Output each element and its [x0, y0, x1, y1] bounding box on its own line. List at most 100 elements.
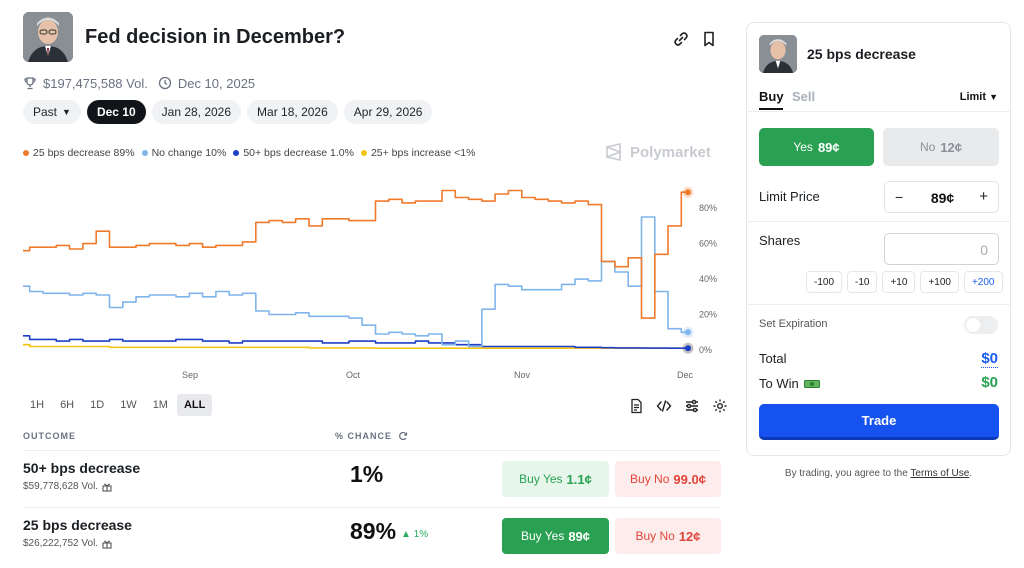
- expiration-toggle[interactable]: [964, 316, 998, 334]
- limit-price-value[interactable]: 89¢: [930, 190, 955, 206]
- buy-no-button[interactable]: Buy No 12¢: [615, 518, 721, 554]
- active-tab-underline: [759, 108, 783, 110]
- shares-label: Shares: [759, 233, 801, 248]
- divider: [747, 221, 1010, 222]
- shares-input[interactable]: 0: [884, 233, 999, 265]
- outcome-name: 25 bps decrease: [23, 517, 132, 533]
- decrement-button[interactable]: −: [895, 189, 904, 205]
- expiration-label: Set Expiration: [759, 318, 828, 330]
- x-tick-label: Dec: [677, 370, 694, 380]
- outcome-row[interactable]: 50+ bps decrease $59,778,628 Vol. 1% Buy…: [23, 452, 721, 506]
- range-1d[interactable]: 1D: [90, 399, 105, 411]
- chip-minus-10[interactable]: -10: [847, 271, 878, 293]
- price-chart: 80% 60% 40% 20% 0% Sep Oct Nov Dec: [23, 186, 717, 380]
- tab-buy[interactable]: Buy: [759, 89, 784, 104]
- embed-code-icon[interactable]: [656, 398, 672, 414]
- chevron-down-icon: ▼: [62, 107, 71, 117]
- increment-button[interactable]: +: [979, 188, 988, 205]
- polymarket-logo-icon: [606, 143, 623, 161]
- range-all[interactable]: ALL: [176, 394, 213, 416]
- chip-plus-200[interactable]: +200: [963, 271, 1003, 293]
- divider: [747, 111, 1010, 112]
- tab-dec-10[interactable]: Dec 10: [86, 100, 146, 124]
- clock-icon: [158, 76, 171, 90]
- outcome-avatar: [759, 35, 797, 73]
- legend-item: 25+ bps increase <1%: [360, 147, 475, 159]
- yes-outcome-button[interactable]: Yes 89¢: [759, 128, 874, 166]
- limit-price-stepper: − 89¢ +: [884, 181, 999, 213]
- chart-legend: 25 bps decrease 89% No change 10% 50+ bp…: [23, 147, 482, 159]
- legend-item: 50+ bps decrease 1.0%: [233, 147, 354, 159]
- range-6h[interactable]: 6H: [60, 399, 75, 411]
- x-tick-label: Oct: [346, 370, 361, 380]
- series-line: [23, 216, 688, 348]
- divider: [23, 507, 721, 508]
- volume-info: $197,475,588 Vol.: [23, 76, 148, 91]
- chip-plus-10[interactable]: +10: [882, 271, 916, 293]
- outcome-chance: 89%: [350, 518, 397, 544]
- divider: [23, 450, 721, 451]
- series-line: [23, 335, 688, 349]
- to-win-label: To Win: [759, 376, 820, 391]
- buy-yes-button[interactable]: Buy Yes 1.1¢: [502, 461, 609, 497]
- no-outcome-button[interactable]: No 12¢: [883, 128, 999, 166]
- outcome-volume: $59,778,628 Vol.: [23, 481, 112, 492]
- chance-change: ▲ 1%: [401, 529, 429, 540]
- bookmark-icon[interactable]: [700, 30, 718, 48]
- range-1h[interactable]: 1H: [30, 399, 45, 411]
- chance-column-header: % CHANCE: [335, 431, 408, 441]
- time-range-selector: 1H 6H 1D 1W 1M ALL: [23, 394, 214, 416]
- chip-minus-100[interactable]: -100: [806, 271, 843, 293]
- market-volume: $197,475,588 Vol.: [43, 75, 148, 91]
- gift-icon: [102, 540, 112, 549]
- chevron-down-icon: ▼: [989, 92, 998, 102]
- outcome-row[interactable]: 25 bps decrease $26,222,752 Vol. 89% ▲ 1…: [23, 509, 721, 563]
- y-tick-label: 20%: [699, 310, 717, 320]
- legend-item: 25 bps decrease 89%: [23, 147, 135, 159]
- polymarket-watermark: Polymarket: [604, 143, 711, 161]
- terms-link[interactable]: Terms of Use: [910, 468, 970, 479]
- trade-panel: 25 bps decrease Buy Sell Limit ▼ Yes 89¢ …: [746, 22, 1011, 456]
- link-icon[interactable]: [672, 30, 690, 48]
- series-line: [23, 343, 688, 349]
- order-type-dropdown[interactable]: Limit ▼: [959, 91, 998, 103]
- range-1w[interactable]: 1W: [120, 399, 137, 411]
- money-icon: [803, 379, 820, 388]
- y-tick-label: 80%: [699, 203, 717, 213]
- sliders-icon[interactable]: [684, 398, 700, 414]
- gear-icon[interactable]: [712, 398, 728, 414]
- document-icon[interactable]: [628, 398, 644, 414]
- trophy-icon: [24, 77, 36, 90]
- buy-yes-button[interactable]: Buy Yes 89¢: [502, 518, 609, 554]
- gift-icon: [102, 483, 112, 492]
- limit-price-label: Limit Price: [759, 189, 820, 204]
- range-1m[interactable]: 1M: [152, 399, 168, 411]
- buy-no-button[interactable]: Buy No 99.0¢: [615, 461, 721, 497]
- market-meta: $197,475,588 Vol. Dec 10, 2025: [23, 74, 265, 92]
- date-info: Dec 10, 2025: [158, 76, 255, 91]
- tab-apr-29[interactable]: Apr 29, 2026: [343, 100, 433, 124]
- series-endpoint: [685, 329, 691, 336]
- tab-past[interactable]: Past ▼: [23, 100, 81, 124]
- refresh-icon: [399, 431, 408, 441]
- market-date: Dec 10, 2025: [177, 75, 256, 91]
- market-header: Fed decision in December?: [23, 12, 723, 64]
- divider: [747, 304, 1010, 305]
- outcome-column-header: OUTCOME: [23, 431, 76, 441]
- series-endpoint: [685, 345, 691, 352]
- series-line: [23, 189, 688, 319]
- tab-mar-18[interactable]: Mar 18, 2026: [247, 100, 338, 124]
- tab-jan-28[interactable]: Jan 28, 2026: [151, 100, 242, 124]
- chip-plus-100[interactable]: +100: [920, 271, 959, 293]
- y-tick-label: 60%: [699, 239, 717, 249]
- series-endpoint: [685, 189, 691, 196]
- tab-sell[interactable]: Sell: [792, 89, 816, 104]
- y-tick-label: 0%: [699, 345, 712, 355]
- x-tick-label: Sep: [182, 370, 198, 380]
- total-value: $0: [981, 350, 998, 368]
- chart-tools: [616, 398, 728, 414]
- trade-button[interactable]: Trade: [759, 404, 999, 440]
- x-tick-label: Nov: [514, 370, 531, 380]
- terms-notice: By trading, you agree to the Terms of Us…: [784, 468, 973, 479]
- outcome-chance: 1%: [350, 461, 384, 487]
